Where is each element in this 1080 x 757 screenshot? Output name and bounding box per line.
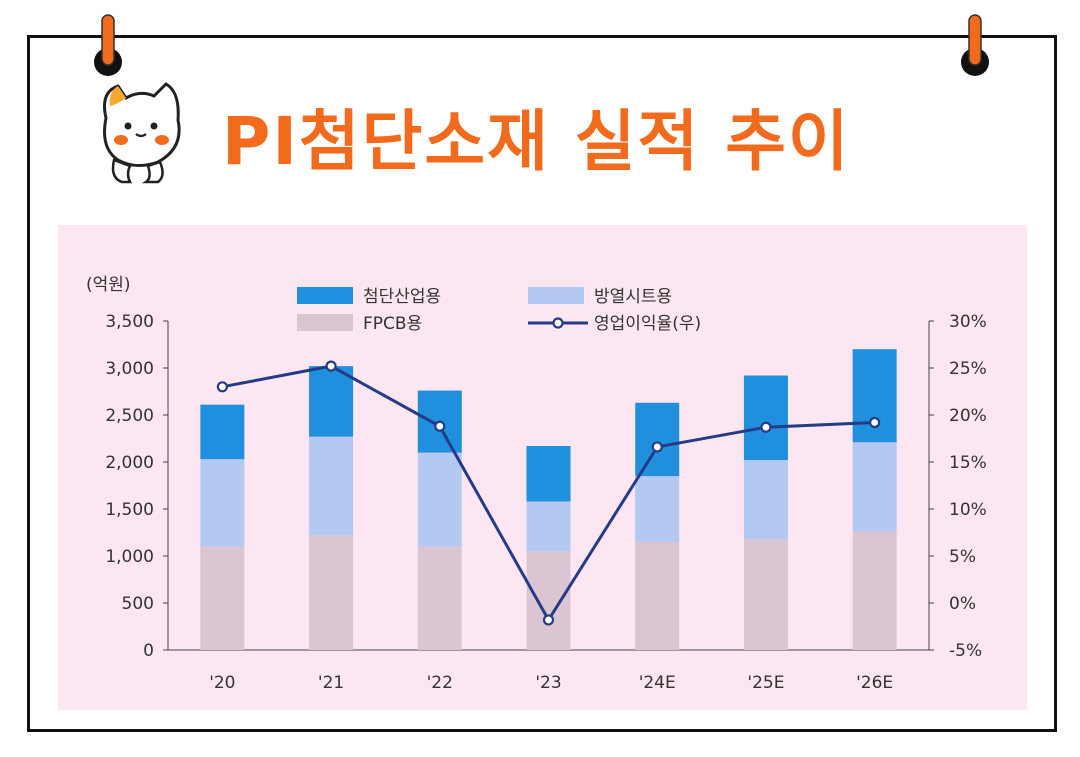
x-tick-label: '26E [856,673,893,693]
bar-segment [200,404,245,460]
right-tick-label: 30% [949,312,987,332]
bar-segment [852,531,897,650]
right-tick-label: 5% [949,547,976,567]
bar-segment [417,452,462,547]
margin-point [869,416,881,429]
left-tick-label: 0 [143,641,154,661]
margin-point [542,614,555,626]
bar-segment [200,459,245,547]
binder-pin-right-icon [961,14,989,76]
bar-segment [852,442,897,532]
legend-swatch [528,287,584,304]
right-tick-label: 25% [949,359,987,379]
bar-segment [200,546,245,650]
bar-segment [309,366,354,437]
margin-point [434,420,446,432]
bar-segment [526,501,571,552]
left-tick-label: 2,500 [105,406,154,426]
x-tick-label: '23 [535,673,561,693]
right-tick-label: 10% [949,500,987,520]
left-tick-label: 1,500 [105,500,154,520]
x-tick-label: '20 [209,673,235,693]
right-tick-label: 20% [949,406,987,426]
bar-segment [743,375,788,461]
bar-segment [743,539,788,650]
bar-segment [635,541,680,650]
bar-segment [743,460,788,540]
x-tick-label: '24E [639,673,676,693]
legend-label: 영업이익율(우) [594,314,701,334]
cat-mascot-icon [103,82,181,184]
left-tick-label: 500 [122,594,154,614]
left-tick-label: 1,000 [105,547,154,567]
bar-segment [526,446,571,502]
left-tick-label: 3,500 [105,312,154,332]
legend-label: FPCB용 [363,314,422,334]
margin-point [325,360,337,372]
x-tick-label: '25E [747,673,784,693]
page-title: PI첨단소재 실적 추이 [222,103,851,180]
right-tick-label: -5% [949,641,982,661]
margin-point [651,441,663,453]
left-axis-unit-label: (억원) [86,275,131,295]
legend-label: 첨단산업용 [363,287,441,307]
bar-segment [852,349,897,443]
bar-segment [526,551,571,650]
bar-segment [309,535,354,650]
legend-label: 방열시트용 [594,287,672,307]
binder-pin-left-icon [94,14,122,76]
legend-swatch [297,314,353,331]
x-tick-label: '21 [318,673,344,693]
legend-swatch [297,287,353,304]
bar-segment [309,436,354,536]
left-tick-label: 3,000 [105,359,154,379]
legend-marker [552,317,564,329]
bar-segment [635,476,680,542]
left-tick-label: 2,000 [105,453,154,473]
right-tick-label: 0% [949,594,976,614]
bar-segment [417,546,462,650]
margin-point [760,421,772,433]
right-tick-label: 15% [949,453,987,473]
bar-segment [635,402,680,477]
x-tick-label: '22 [427,673,453,693]
margin-point [216,381,228,393]
